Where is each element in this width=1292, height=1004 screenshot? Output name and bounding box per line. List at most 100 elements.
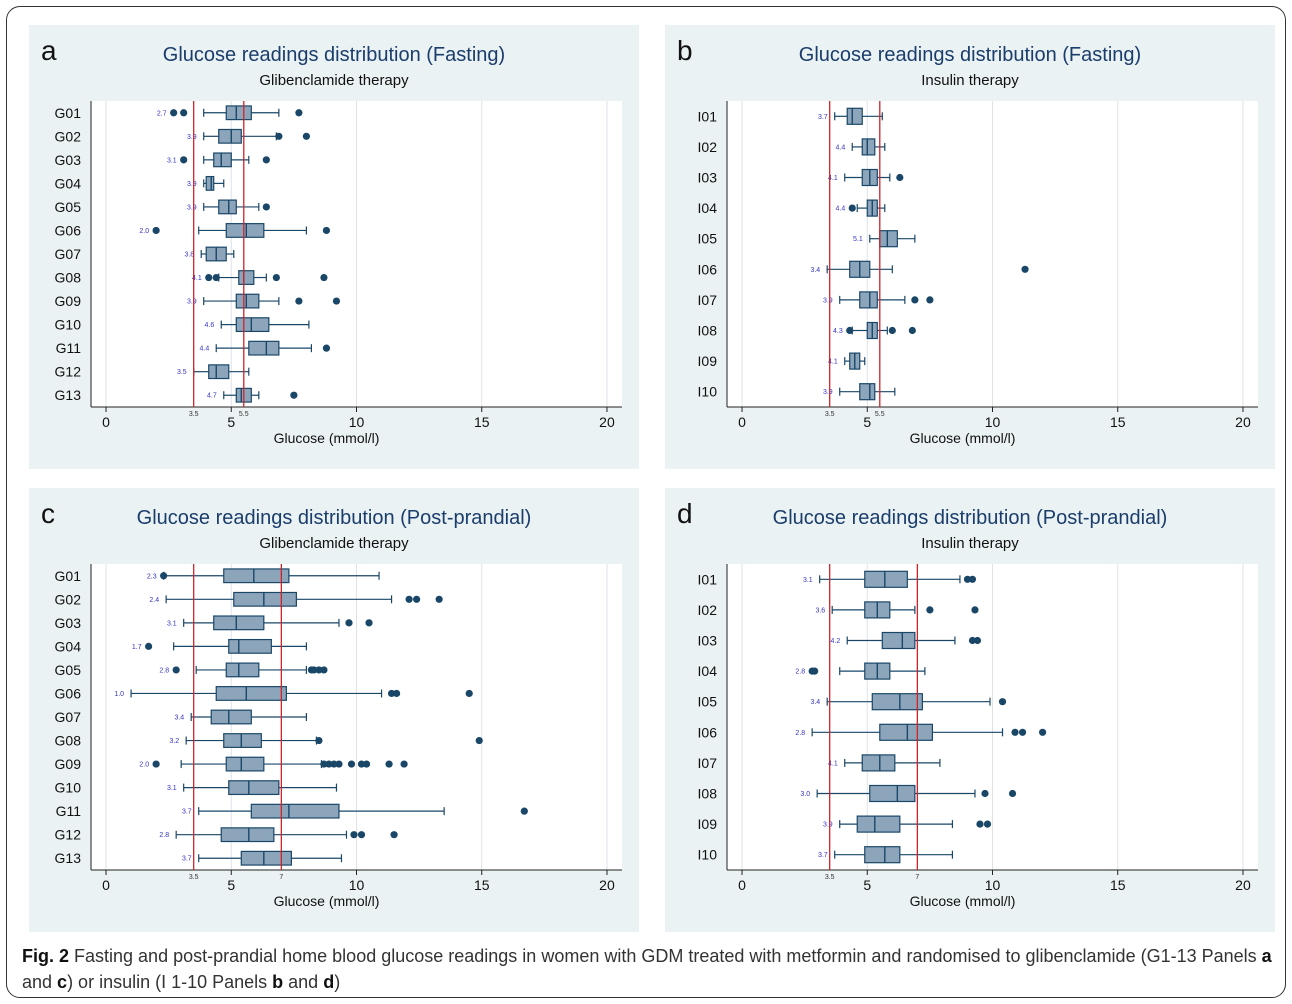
x-tick-label: 15 xyxy=(1110,414,1126,430)
iqr-box xyxy=(228,780,280,796)
outlier-point xyxy=(1021,265,1029,273)
min-value-label: 2.8 xyxy=(159,832,169,839)
y-tick-label: G07 xyxy=(55,709,82,725)
outlier-point xyxy=(180,156,188,164)
y-tick-label: I02 xyxy=(698,139,718,155)
box-series-g04: G04 3.9 xyxy=(55,175,225,191)
min-value-label: 4.4 xyxy=(836,144,846,151)
iqr-box xyxy=(225,662,260,678)
outlier-point xyxy=(320,273,328,282)
outlier-point xyxy=(1038,728,1047,736)
outlier-point xyxy=(322,344,331,352)
y-tick-label: G09 xyxy=(55,756,82,772)
outlier-point xyxy=(362,760,371,768)
iqr-box xyxy=(223,733,262,748)
boxplot-chart-c: Glucose readings distribution (Post-pran… xyxy=(55,507,622,909)
y-tick-label: G12 xyxy=(55,364,82,380)
min-value-label: 3.9 xyxy=(187,134,197,141)
min-value-label: 2.0 xyxy=(139,762,149,769)
caption-and-1: and xyxy=(22,972,58,992)
box-series-g06: G06 1.0 xyxy=(55,685,473,701)
min-value-label: 4.1 xyxy=(192,275,202,282)
min-value-label: 3.6 xyxy=(815,607,825,614)
y-tick-label: I08 xyxy=(698,323,718,339)
iqr-box xyxy=(225,223,265,238)
y-tick-label: G04 xyxy=(55,638,82,654)
reference-line-label: 5.5 xyxy=(239,411,249,418)
min-value-label: 4.4 xyxy=(200,346,210,353)
y-tick-label: I04 xyxy=(698,663,718,679)
y-tick-label: I01 xyxy=(698,108,718,124)
y-tick-label: G01 xyxy=(55,568,82,584)
iqr-box xyxy=(248,340,280,356)
min-value-label: 1.7 xyxy=(132,644,142,651)
box-series-g11: G11 3.7 xyxy=(56,803,528,819)
iqr-box xyxy=(220,827,275,843)
outlier-point xyxy=(205,273,213,282)
min-value-label: 3.9 xyxy=(187,204,197,211)
outlier-point xyxy=(520,807,528,815)
caption-panel-b: b xyxy=(272,972,284,992)
outlier-point xyxy=(846,326,854,335)
outlier-point xyxy=(172,666,180,674)
box-series-g04: G04 1.7 xyxy=(55,638,308,654)
y-tick-label: G05 xyxy=(55,662,82,678)
min-value-label: 3.2 xyxy=(169,738,179,745)
x-tick-label: 20 xyxy=(1235,414,1251,430)
min-value-label: 3.4 xyxy=(174,715,184,722)
box-series-i03: I03 4.2 xyxy=(698,631,982,650)
outlier-point xyxy=(926,296,934,304)
y-tick-label: G01 xyxy=(55,105,82,121)
iqr-box xyxy=(223,568,290,584)
min-value-label: 2.0 xyxy=(139,228,149,235)
outlier-point xyxy=(968,575,977,583)
y-tick-label: G03 xyxy=(55,615,82,631)
outlier-point xyxy=(295,109,303,117)
outlier-point xyxy=(212,273,220,282)
outlier-point xyxy=(325,760,333,768)
outlier-point xyxy=(357,831,366,839)
iqr-box xyxy=(225,756,265,772)
y-tick-label: G06 xyxy=(55,222,82,238)
y-tick-label: I03 xyxy=(698,633,718,649)
box-series-i08: I08 3.0 xyxy=(698,784,1017,803)
x-tick-label: 5 xyxy=(227,414,235,430)
y-tick-label: I06 xyxy=(698,724,718,740)
panel-d: d Glucose readings distribution (Post-pr… xyxy=(665,488,1275,932)
box-series-g05: G05 2.8 xyxy=(55,662,328,678)
outlier-point xyxy=(385,760,393,768)
outlier-point xyxy=(413,595,421,603)
outlier-point xyxy=(152,226,160,235)
caption-panel-c: c xyxy=(57,972,68,992)
box-series-i01: I01 3.7 xyxy=(698,107,883,125)
x-tick-label: 0 xyxy=(102,877,110,893)
box-series-i08: I08 4.3 xyxy=(698,321,916,340)
y-tick-label: G07 xyxy=(55,246,82,262)
y-tick-label: I05 xyxy=(698,231,718,247)
box-series-g08: G08 4.1 xyxy=(55,270,328,286)
min-value-label: 2.8 xyxy=(795,669,805,676)
outlier-point xyxy=(911,296,919,304)
box-series-i07: I07 3.9 xyxy=(698,291,934,309)
outlier-point xyxy=(330,760,338,768)
iqr-box xyxy=(218,199,237,215)
outlier-point xyxy=(310,666,318,674)
box-series-g11: G11 4.4 xyxy=(56,340,331,356)
iqr-box xyxy=(218,128,242,144)
y-tick-label: G06 xyxy=(55,685,82,701)
x-tick-label: 15 xyxy=(1110,877,1126,893)
iqr-box xyxy=(856,815,901,833)
iqr-box xyxy=(859,291,878,309)
iqr-box xyxy=(881,631,916,650)
y-tick-label: G10 xyxy=(55,780,82,796)
box-series-g07: G07 3.8 xyxy=(55,246,235,262)
y-tick-label: G02 xyxy=(55,591,82,607)
y-tick-label: G02 xyxy=(55,128,82,144)
reference-line-label: 3.5 xyxy=(189,874,199,881)
iqr-box xyxy=(238,270,255,285)
panel-c: c Glucose readings distribution (Post-pr… xyxy=(29,488,639,932)
iqr-box xyxy=(864,846,901,864)
min-value-label: 4.1 xyxy=(828,175,838,182)
y-tick-label: I06 xyxy=(698,261,718,277)
box-series-g03: G03 3.1 xyxy=(55,152,270,168)
